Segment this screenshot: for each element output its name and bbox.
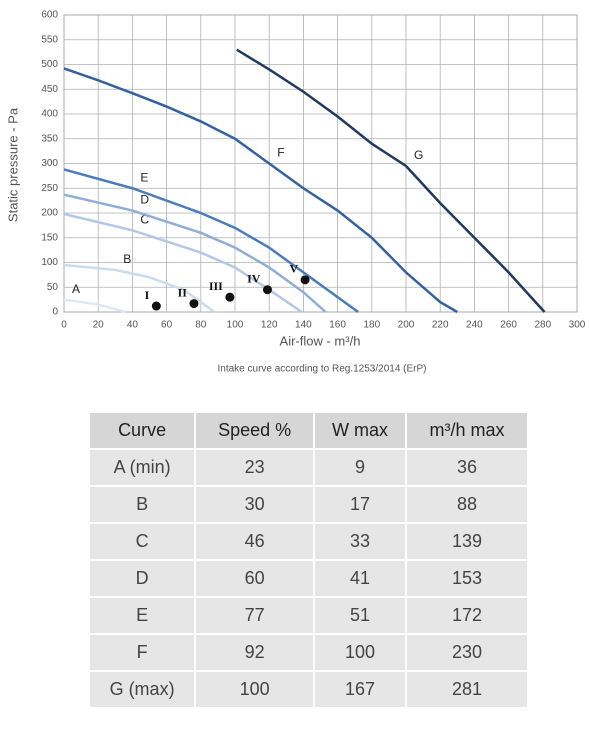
- table-cell: 281: [404, 670, 530, 709]
- spec-table: Curve Speed % W max m³/h max A (min) 23 9 36 B 30…: [87, 411, 530, 709]
- header-cell: W max: [313, 411, 407, 450]
- curve-label: E: [140, 170, 148, 184]
- table-cell: 230: [404, 633, 530, 672]
- curve: [63, 193, 327, 313]
- x-tick-label: 260: [500, 320, 517, 331]
- table-cell: E: [87, 596, 197, 635]
- table-cell: B: [87, 485, 197, 524]
- header-cell: Speed %: [194, 411, 316, 450]
- table-cell: 153: [404, 559, 530, 598]
- y-tick-label: 300: [41, 158, 58, 169]
- table-row: D 60 41 153: [87, 559, 530, 598]
- point-label: III: [209, 279, 223, 293]
- y-tick-label: 350: [41, 133, 58, 144]
- table-cell: 92: [194, 633, 316, 672]
- header-cell: m³/h max: [404, 411, 530, 450]
- x-tick-label: 180: [363, 320, 380, 331]
- table-cell: 100: [313, 633, 407, 672]
- curve: [236, 48, 546, 313]
- x-tick-label: 100: [227, 320, 244, 331]
- curve-label: G: [414, 148, 423, 162]
- point-label: I: [145, 288, 150, 302]
- table-row: E 77 51 172: [87, 596, 530, 635]
- operating-point: [189, 299, 199, 309]
- x-tick-label: 220: [432, 320, 449, 331]
- table-cell: 77: [194, 596, 316, 635]
- table-cell: 51: [313, 596, 407, 635]
- table-cell: G (max): [87, 670, 197, 709]
- point-label: V: [289, 262, 298, 276]
- header-row: Curve Speed % W max m³/h max: [87, 411, 530, 450]
- operating-point: [151, 301, 161, 311]
- table-cell: D: [87, 559, 197, 598]
- chart: Air-flow - m³/h Static pressure - Pa Int…: [5, 10, 586, 375]
- table-cell: A (min): [87, 448, 197, 487]
- y-tick-label: 500: [41, 59, 58, 70]
- curve: [63, 263, 216, 314]
- y-tick-label: 400: [41, 109, 58, 120]
- table-cell: F: [87, 633, 197, 672]
- y-tick-label: 100: [41, 257, 58, 268]
- table-cell: 88: [404, 485, 530, 524]
- table-row: C 46 33 139: [87, 522, 530, 561]
- table-cell: 30: [194, 485, 316, 524]
- x-tick-label: 0: [61, 320, 67, 331]
- operating-point: [300, 275, 310, 285]
- table-cell: 167: [313, 670, 407, 709]
- table-cell: 100: [194, 670, 316, 709]
- curve: [63, 212, 303, 314]
- operating-point: [262, 285, 272, 295]
- y-tick-label: 600: [41, 10, 58, 21]
- x-tick-label: 60: [161, 320, 173, 331]
- y-tick-label: 250: [41, 183, 58, 194]
- curve-label: A: [72, 282, 80, 296]
- point-label: IV: [247, 271, 261, 285]
- operating-point: [225, 292, 235, 302]
- curve: [63, 298, 126, 314]
- x-tick-label: 140: [295, 320, 312, 331]
- y-axis-title: Static pressure - Pa: [5, 107, 20, 222]
- table-cell: 46: [194, 522, 316, 561]
- caption: Intake curve according to Reg.1253/2014 …: [217, 364, 426, 375]
- curve: [63, 168, 359, 314]
- curve-label: C: [140, 212, 149, 226]
- table-row: F 92 100 230: [87, 633, 530, 672]
- x-tick-label: 280: [534, 320, 551, 331]
- y-tick-label: 0: [52, 307, 58, 318]
- table-cell: 172: [404, 596, 530, 635]
- table-cell: 9: [313, 448, 407, 487]
- table-cell: 36: [404, 448, 530, 487]
- table-row: A (min) 23 9 36: [87, 448, 530, 487]
- y-tick-label: 550: [41, 34, 58, 45]
- table-cell: C: [87, 522, 197, 561]
- table-cell: 23: [194, 448, 316, 487]
- x-tick-label: 80: [195, 320, 207, 331]
- x-tick-label: 20: [93, 320, 105, 331]
- y-tick-label: 150: [41, 232, 58, 243]
- header-cell: Curve: [87, 411, 197, 450]
- y-tick-label: 50: [47, 282, 59, 293]
- curve-label: D: [140, 193, 149, 207]
- curve-label: F: [277, 146, 284, 160]
- table-row: G (max) 100 167 281: [87, 670, 530, 709]
- y-tick-label: 450: [41, 84, 58, 95]
- table-cell: 17: [313, 485, 407, 524]
- table-cell: 33: [313, 522, 407, 561]
- x-tick-label: 160: [329, 320, 346, 331]
- x-tick-label: 120: [261, 320, 278, 331]
- y-tick-label: 200: [41, 208, 58, 219]
- table-row: B 30 17 88: [87, 485, 530, 524]
- x-axis-title: Air-flow - m³/h: [280, 333, 361, 348]
- curve-label: B: [123, 252, 131, 266]
- x-tick-label: 40: [127, 320, 139, 331]
- curve: [63, 67, 458, 314]
- table-cell: 41: [313, 559, 407, 598]
- x-tick-label: 200: [398, 320, 415, 331]
- table-cell: 139: [404, 522, 530, 561]
- table-cell: 60: [194, 559, 316, 598]
- x-tick-label: 300: [569, 320, 586, 331]
- point-label: II: [178, 285, 188, 299]
- x-tick-label: 240: [466, 320, 483, 331]
